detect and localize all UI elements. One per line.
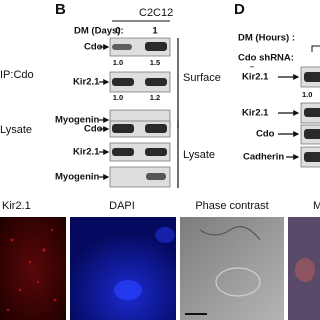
- ip-label: IP:Cdo: [0, 69, 34, 81]
- quant: 1.0: [113, 58, 123, 67]
- quant: 1.0: [113, 93, 123, 102]
- kir-image: [0, 217, 66, 320]
- panel-label: DAPI: [109, 200, 135, 212]
- row-label: Cdo: [256, 129, 275, 140]
- group-label: Lysate: [183, 149, 215, 161]
- row-label: Cdo: [84, 124, 103, 135]
- panel-letter: D: [234, 1, 245, 18]
- row-label: Cadherin: [243, 152, 284, 163]
- quant: 1.5: [150, 58, 160, 67]
- shrna-lane: –: [250, 62, 254, 71]
- panel-letter: B: [55, 1, 66, 18]
- lane-label: 0: [115, 26, 120, 37]
- quant: 1.2: [150, 93, 160, 102]
- panel-label: M: [313, 200, 320, 212]
- row-label: Myogenin: [55, 115, 100, 126]
- dm-label: DM (Days):: [74, 26, 124, 37]
- panel-label: Kir2.1: [2, 200, 31, 212]
- row-label: Cdo: [84, 42, 103, 53]
- panel-label: Phase contrast: [195, 200, 268, 212]
- lysate-label: Lysate: [0, 124, 32, 136]
- dm-label: DM (Hours) :: [238, 33, 295, 44]
- shrna-label: Cdo shRNA:: [238, 53, 294, 64]
- row-label: Kir2.1: [73, 77, 100, 88]
- lane-label: 1: [152, 26, 158, 37]
- row-label: Myogenin: [55, 172, 100, 183]
- quant: 1.0: [302, 90, 312, 99]
- group-label: Surface: [183, 72, 221, 84]
- row-label: Kir2.1: [242, 108, 269, 119]
- row-label: Kir2.1: [73, 147, 100, 158]
- cell-line: C2C12: [139, 7, 173, 19]
- row-label: Kir2.1: [242, 72, 269, 83]
